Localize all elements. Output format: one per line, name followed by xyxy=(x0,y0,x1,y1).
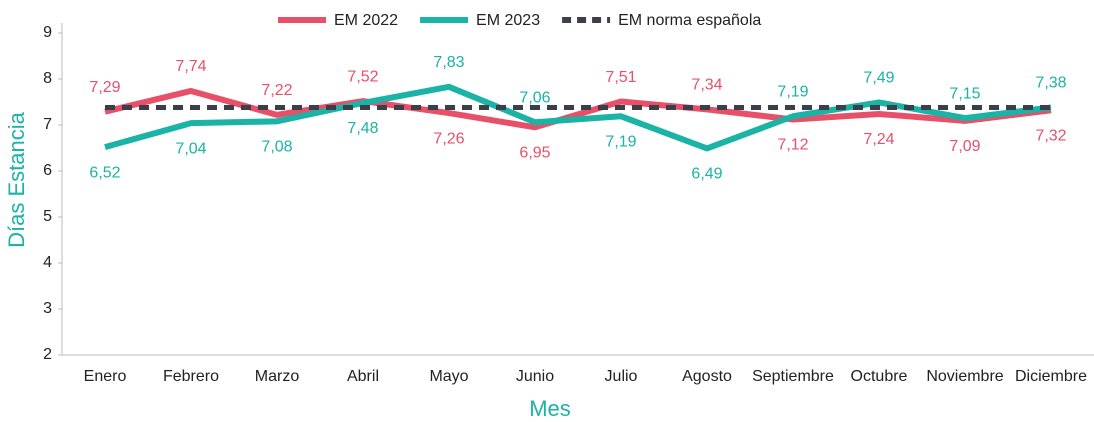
data-label: 7,24 xyxy=(863,131,894,148)
data-label: 7,09 xyxy=(949,138,980,155)
data-label: 7,04 xyxy=(175,140,206,157)
data-label: 7,38 xyxy=(1035,75,1066,92)
y-tick-label: 7 xyxy=(43,116,52,133)
x-tick-label: Junio xyxy=(516,368,554,385)
x-tick-label: Julio xyxy=(605,368,638,385)
y-tick-label: 4 xyxy=(43,254,52,271)
data-label: 7,51 xyxy=(605,69,636,86)
data-label: 7,15 xyxy=(949,85,980,102)
data-label: 7,34 xyxy=(691,77,722,94)
data-label: 7,22 xyxy=(261,82,292,99)
legend-label: EM 2022 xyxy=(334,12,398,29)
data-label: 7,29 xyxy=(89,79,120,96)
x-tick-label: Enero xyxy=(84,368,127,385)
x-axis-label: Mes xyxy=(529,396,571,421)
data-label: 7,12 xyxy=(777,137,808,154)
data-label: 7,08 xyxy=(261,139,292,156)
legend-label: EM 2023 xyxy=(476,12,540,29)
x-tick-label: Agosto xyxy=(682,368,732,385)
data-label: 7,74 xyxy=(175,58,206,75)
data-label: 7,48 xyxy=(347,120,378,137)
x-tick-label: Abril xyxy=(347,368,379,385)
data-label: 7,83 xyxy=(433,54,464,71)
data-label: 6,95 xyxy=(519,145,550,162)
y-tick-label: 9 xyxy=(43,24,52,41)
data-label: 7,49 xyxy=(863,70,894,87)
data-label: 7,32 xyxy=(1035,127,1066,144)
data-label: 6,52 xyxy=(89,164,120,181)
x-tick-label: Septiembre xyxy=(752,368,834,385)
y-tick-label: 2 xyxy=(43,346,52,363)
data-label: 7,06 xyxy=(519,89,550,106)
data-label: 7,19 xyxy=(777,83,808,100)
y-tick-label: 5 xyxy=(43,208,52,225)
y-tick-label: 6 xyxy=(43,162,52,179)
x-tick-label: Mayo xyxy=(429,368,468,385)
y-tick-label: 3 xyxy=(43,300,52,317)
data-label: 6,49 xyxy=(691,166,722,183)
x-tick-label: Octubre xyxy=(851,368,908,385)
legend-label: EM norma española xyxy=(618,12,761,29)
x-tick-label: Diciembre xyxy=(1015,368,1087,385)
y-tick-label: 8 xyxy=(43,70,52,87)
data-label: 7,26 xyxy=(433,130,464,147)
x-tick-label: Marzo xyxy=(255,368,300,385)
data-label: 7,52 xyxy=(347,68,378,85)
data-label: 7,19 xyxy=(605,133,636,150)
series-line xyxy=(104,87,1052,131)
x-tick-label: Noviembre xyxy=(926,368,1003,385)
x-tick-label: Febrero xyxy=(163,368,219,385)
y-axis-label: Días Estancia xyxy=(4,111,29,247)
